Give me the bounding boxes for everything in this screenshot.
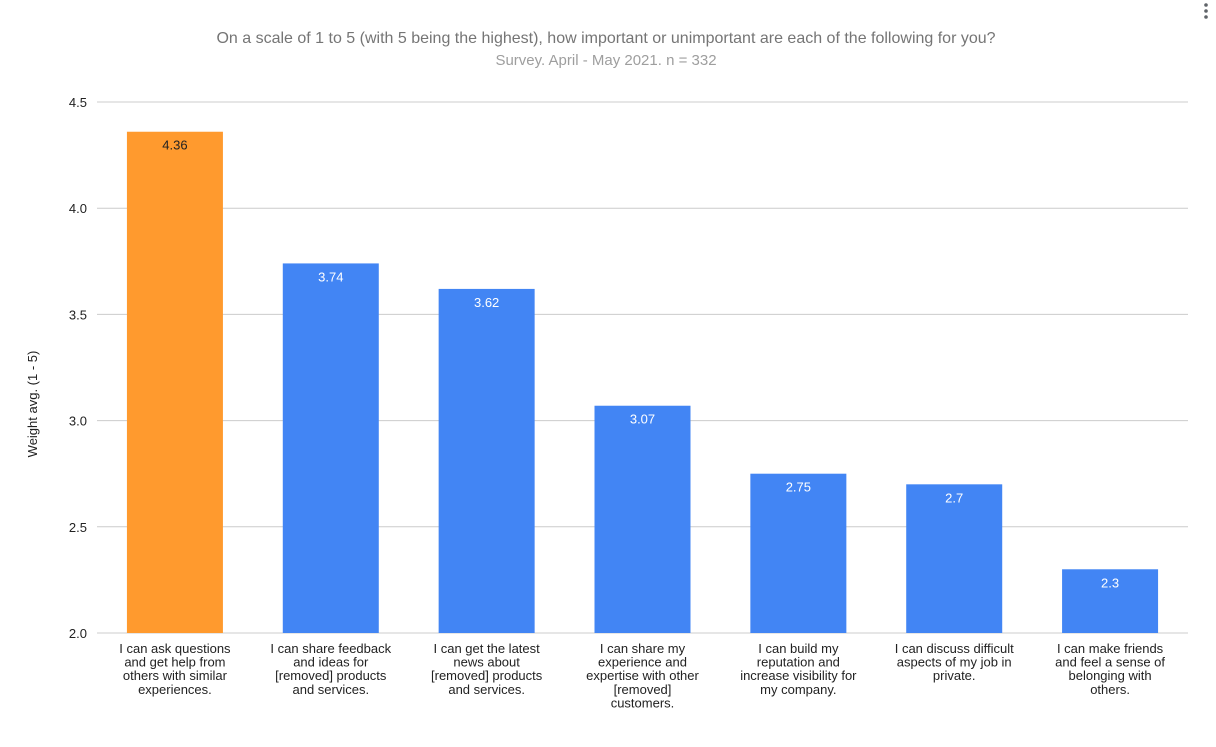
x-tick-label-line: reputation and — [757, 655, 840, 670]
x-tick-label-line: experiences. — [138, 682, 212, 697]
y-axis-ticks: 2.0 2.5 3.0 3.5 4.0 4.5 — [69, 95, 87, 641]
x-tick-label-line: others. — [1090, 682, 1130, 697]
x-axis-categories: I can ask questions and get help from othe… — [119, 641, 1165, 710]
data-label: 2.7 — [945, 490, 963, 505]
data-label: 2.3 — [1101, 575, 1119, 590]
x-tick-label-line: experience and — [598, 655, 687, 670]
bar — [594, 405, 691, 633]
x-tick-label-line: [removed] products — [431, 668, 543, 683]
data-label: 4.36 — [162, 138, 187, 153]
y-axis-label: Weight avg. (1 - 5) — [25, 351, 40, 458]
x-tick-label-line: [removed] — [614, 682, 672, 697]
x-tick-label-line: I can make friends — [1057, 641, 1164, 656]
x-tick-label: I can share my experience and expertise wi… — [586, 641, 699, 710]
x-tick-label-line: and services. — [448, 682, 525, 697]
x-tick-label-line: I can share feedback — [270, 641, 391, 656]
data-label: 3.74 — [318, 269, 343, 284]
bar — [282, 263, 379, 633]
y-tick-label: 4.5 — [69, 95, 87, 110]
y-tick-label: 2.5 — [69, 520, 87, 535]
y-tick-label: 2.0 — [69, 626, 87, 641]
x-tick-label-line: belonging with — [1069, 668, 1152, 683]
more-vert-icon[interactable] — [1204, 3, 1208, 19]
x-tick-label-line: and feel a sense of — [1055, 655, 1165, 670]
x-tick-label-line: I can share my — [600, 641, 686, 656]
x-tick-label-line: [removed] products — [275, 668, 387, 683]
x-tick-label-line: my company. — [760, 682, 836, 697]
x-tick-label-line: I can get the latest — [434, 641, 541, 656]
y-tick-label: 4.0 — [69, 201, 87, 216]
x-tick-label-line: customers. — [611, 695, 675, 710]
bar — [1062, 569, 1159, 633]
x-tick-label: I can build my reputation and increase vis… — [740, 641, 857, 697]
x-tick-label-line: news about — [453, 655, 520, 670]
y-tick-label: 3.0 — [69, 414, 87, 429]
data-label: 3.62 — [474, 295, 499, 310]
x-tick-label-line: I can discuss difficult — [895, 641, 1014, 656]
data-label: 3.07 — [630, 412, 655, 427]
x-tick-label-line: others with similar — [123, 668, 228, 683]
bar — [906, 484, 1003, 633]
x-tick-label: I can make friends and feel a sense of bel… — [1055, 641, 1165, 697]
x-tick-label-line: and get help from — [124, 655, 225, 670]
x-tick-label-line: aspects of my job in — [897, 655, 1012, 670]
y-tick-label: 3.5 — [69, 307, 87, 322]
x-tick-label: I can discuss difficult aspects of my job… — [895, 641, 1014, 683]
bar — [126, 131, 223, 633]
x-tick-label: I can get the latest news about [removed] … — [431, 641, 543, 697]
x-tick-label-line: I can ask questions — [119, 641, 231, 656]
x-tick-label-line: increase visibility for — [740, 668, 857, 683]
bar — [750, 473, 847, 633]
bar — [438, 288, 535, 633]
x-tick-label-line: I can build my — [758, 641, 839, 656]
x-tick-label: I can ask questions and get help from othe… — [119, 641, 231, 697]
data-labels: 4.36 3.74 3.62 3.07 2.75 2.7 2.3 — [162, 138, 1119, 591]
x-tick-label-line: private. — [933, 668, 976, 683]
x-tick-label-line: expertise with other — [586, 668, 699, 683]
bars — [126, 131, 1159, 633]
x-tick-label-line: and services. — [292, 682, 369, 697]
chart-subtitle: Survey. April - May 2021. n = 332 — [495, 52, 716, 69]
x-tick-label: I can share feedback and ideas for [remove… — [270, 641, 391, 697]
x-tick-label-line: and ideas for — [293, 655, 369, 670]
chart-title: On a scale of 1 to 5 (with 5 being the h… — [216, 30, 995, 47]
data-label: 2.75 — [786, 480, 811, 495]
